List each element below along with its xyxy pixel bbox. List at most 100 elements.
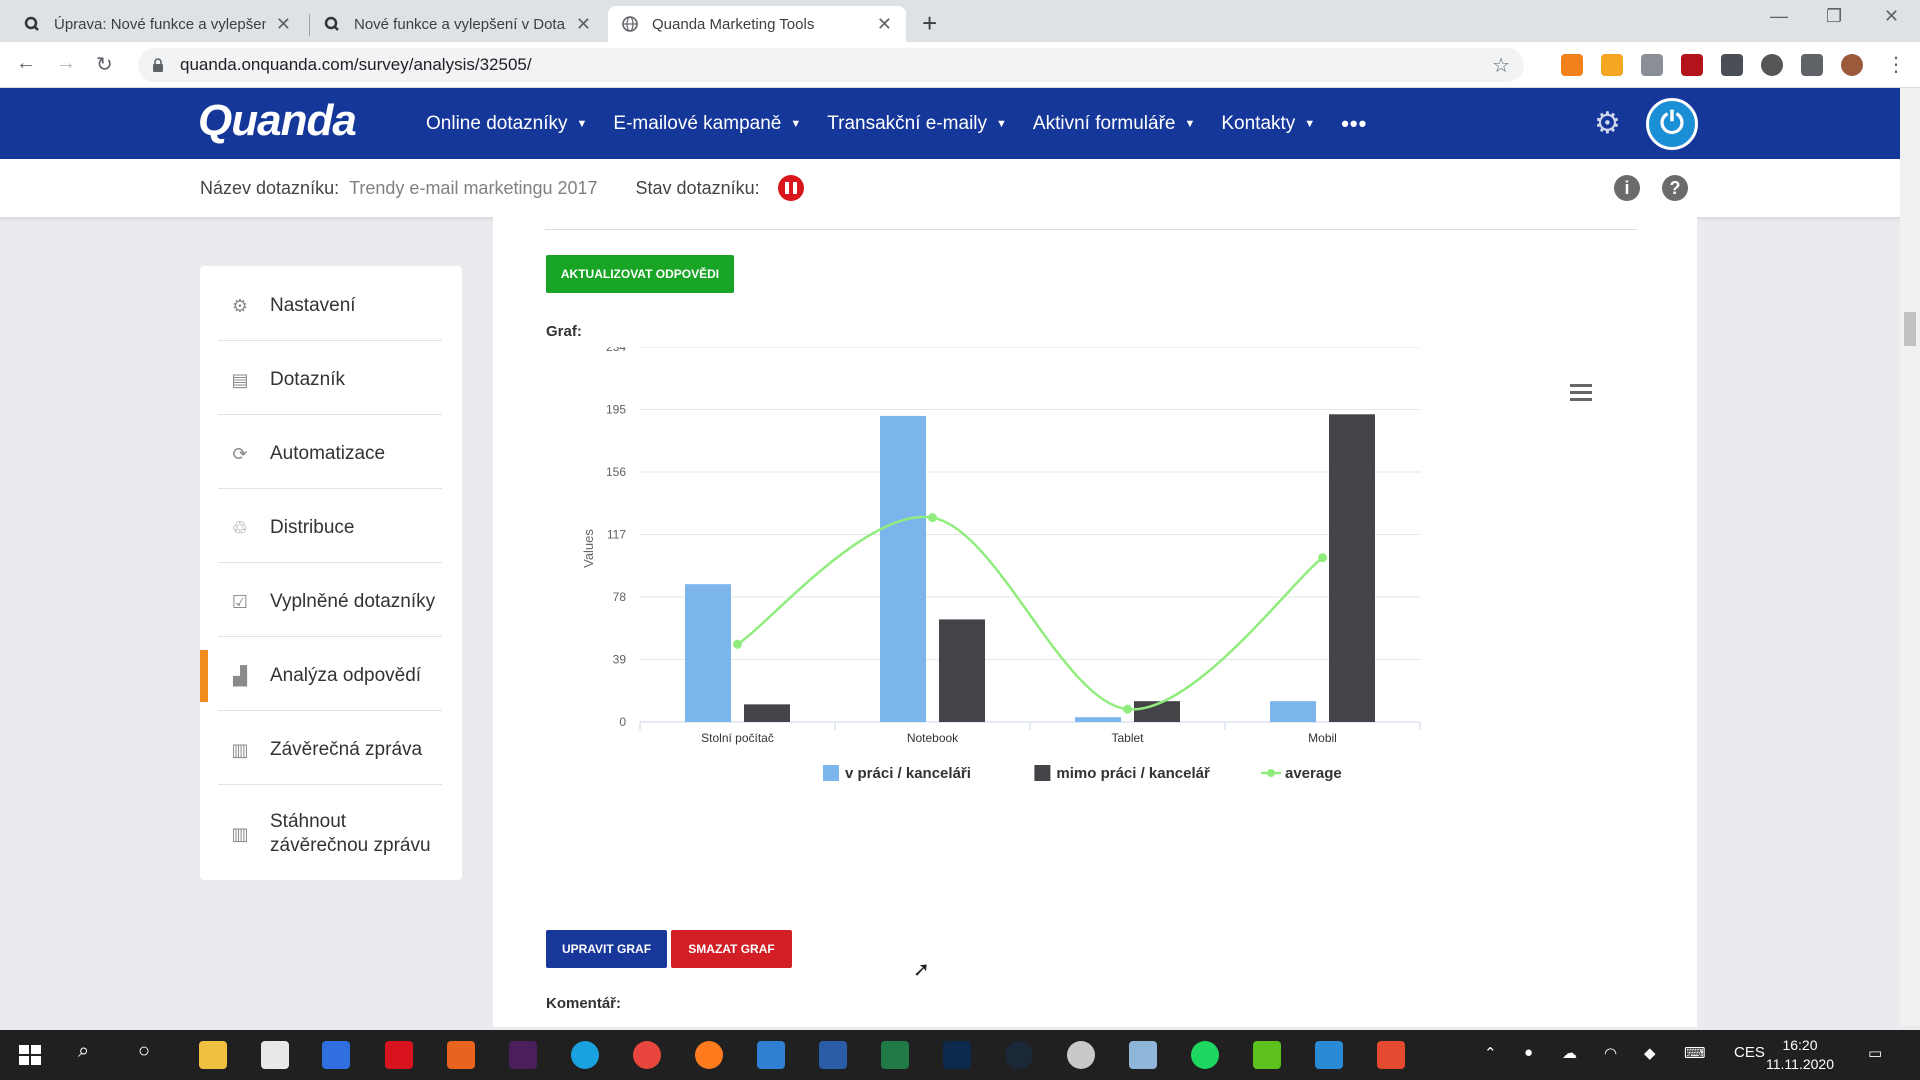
edit-chart-button[interactable]: UPRAVIT GRAF — [546, 930, 667, 968]
extension-camera-icon[interactable] — [1641, 54, 1663, 76]
app-bolt-icon[interactable] — [322, 1041, 350, 1069]
divider — [218, 340, 442, 341]
sidebar-item-zaverecna-zprava[interactable]: ▥ Závěrečná zpráva — [200, 730, 462, 770]
browser-menu-icon[interactable]: ⋮ — [1886, 54, 1906, 76]
caret-down-icon: ▼ — [996, 117, 1007, 130]
extension-pocket-icon[interactable] — [1721, 54, 1743, 76]
analysis-card: AKTUALIZOVAT ODPOVĚDI Graf: 0 39 78 117 156 1… — [493, 217, 1697, 1027]
minimize-icon[interactable]: — — [1770, 6, 1788, 26]
tray-chevron-up-icon[interactable]: ⌃ — [1484, 1045, 1497, 1062]
search-icon[interactable]: ⌕ — [78, 1040, 90, 1062]
restore-icon[interactable]: ❐ — [1826, 6, 1843, 26]
notifications-icon[interactable]: ▭ — [1868, 1045, 1883, 1062]
quanda-logo[interactable]: Quanda — [198, 96, 357, 145]
sidebar-item-dotaznik[interactable]: ▤ Dotazník — [200, 360, 462, 400]
nav-transakcni-emaily[interactable]: Transakční e-maily ▼ — [827, 113, 1007, 135]
extension-circle-icon[interactable] — [1761, 54, 1783, 76]
browser-tab-1[interactable]: Úprava: Nové funkce a vylepšení ✕ — [10, 6, 305, 42]
divider — [218, 710, 442, 711]
firefox-icon[interactable] — [695, 1041, 723, 1069]
extension-analytics-icon[interactable] — [1561, 54, 1583, 76]
store-icon[interactable] — [261, 1041, 289, 1069]
sidebar-item-vyplnene-dotazniky[interactable]: ☑ Vyplněné dotazníky — [200, 582, 462, 622]
legend-swatch — [1267, 769, 1275, 777]
pause-status-icon[interactable] — [777, 175, 804, 201]
extension-pdf-icon[interactable] — [1681, 54, 1703, 76]
rush-icon[interactable] — [509, 1041, 537, 1069]
info-icon[interactable]: i — [1614, 175, 1640, 201]
nav-kontakty[interactable]: Kontakty ▼ — [1221, 113, 1315, 135]
chrome-icon[interactable] — [633, 1041, 661, 1069]
settings-gear-icon[interactable]: ⚙ — [1594, 107, 1621, 140]
sidebar-item-automatizace[interactable]: ⟳ Automatizace — [200, 434, 462, 474]
caret-down-icon: ▼ — [790, 117, 802, 130]
steam-icon[interactable] — [1005, 1041, 1033, 1069]
new-tab-icon[interactable]: + — [922, 8, 938, 38]
browser-tab-2[interactable]: Nové funkce a vylepšení v Dotazn ✕ — [310, 6, 605, 42]
onedrive-icon[interactable]: ☁ — [1562, 1045, 1577, 1062]
spotify-icon[interactable] — [1191, 1041, 1219, 1069]
sidebar-item-nastaveni[interactable]: ⚙ Nastavení — [200, 286, 462, 326]
language-indicator[interactable]: CES — [1734, 1044, 1765, 1061]
browser-tab-title: Quanda Marketing Tools — [652, 15, 815, 33]
window-close-icon[interactable]: ✕ — [1884, 6, 1900, 26]
help-icon[interactable]: ? — [1662, 175, 1688, 201]
thunderbird-icon[interactable] — [757, 1041, 785, 1069]
app-bird-icon[interactable] — [1067, 1041, 1095, 1069]
address-bar[interactable]: quanda.onquanda.com/survey/analysis/3250… — [138, 48, 1524, 82]
more-menu-icon[interactable]: ••• — [1341, 110, 1368, 136]
survey-info-bar: Název dotazníku: Trendy e-mail marketing… — [0, 159, 1920, 217]
file-explorer-icon[interactable] — [199, 1041, 227, 1069]
close-icon[interactable]: ✕ — [275, 13, 291, 34]
app-c-icon[interactable] — [1377, 1041, 1405, 1069]
average-point — [733, 639, 742, 649]
y-tick-label: 117 — [607, 528, 626, 542]
dropbox-icon[interactable]: ◆ — [1644, 1045, 1656, 1062]
word-icon[interactable] — [819, 1041, 847, 1069]
sidebar-item-stahnout-zpravu[interactable]: ▥ Stáhnout závěrečnou zprávu — [200, 804, 462, 864]
nav-aktivni-formulare[interactable]: Aktivní formuláře ▼ — [1033, 113, 1195, 135]
bar — [685, 584, 731, 722]
edge-icon[interactable] — [571, 1041, 599, 1069]
nav-emailove-kampane[interactable]: E-mailové kampaně ▼ — [613, 113, 801, 135]
close-icon[interactable]: ✕ — [575, 13, 591, 34]
sidebar-item-analyza-odpovedi[interactable]: ▟ Analýza odpovědí — [200, 650, 462, 702]
keyboard-icon[interactable]: ⌨ — [1684, 1045, 1706, 1062]
creative-cloud-icon[interactable] — [385, 1041, 413, 1069]
microphone-icon[interactable]: ● — [1524, 1044, 1534, 1061]
browser-tab-3[interactable]: Quanda Marketing Tools ✕ — [608, 6, 906, 42]
camtasia-icon[interactable] — [1253, 1041, 1281, 1069]
y-tick-label: 195 — [606, 403, 626, 417]
task-view-icon[interactable]: ○ — [138, 1040, 151, 1062]
update-answers-button[interactable]: AKTUALIZOVAT ODPOVĚDI — [546, 255, 734, 293]
clock[interactable]: 16:20 11.11.2020 — [1766, 1036, 1834, 1074]
reload-icon[interactable]: ↻ — [96, 54, 113, 76]
app-stripes-icon[interactable] — [447, 1041, 475, 1069]
profile-avatar[interactable] — [1841, 54, 1863, 76]
forward-icon[interactable]: → — [56, 52, 76, 74]
nav-label: Online dotazníky — [426, 112, 568, 134]
vscode-icon[interactable] — [1315, 1041, 1343, 1069]
power-logout-icon[interactable]: ⏻ — [1646, 98, 1698, 150]
nav-online-dotazniky[interactable]: Online dotazníky ▼ — [426, 113, 587, 135]
quanda-favicon-icon — [324, 16, 339, 31]
page-scrollbar[interactable] — [1900, 88, 1920, 1026]
photoshop-icon[interactable] — [943, 1041, 971, 1069]
sidebar-item-distribuce[interactable]: ♲ Distribuce — [200, 508, 462, 548]
extension-rss-icon[interactable] — [1601, 54, 1623, 76]
extensions-puzzle-icon[interactable] — [1801, 54, 1823, 76]
back-icon[interactable]: ← — [16, 52, 36, 74]
scrollbar-thumb[interactable] — [1904, 312, 1916, 346]
download-report-icon: ▥ — [231, 823, 249, 844]
wifi-icon[interactable]: ◠ — [1604, 1045, 1618, 1062]
close-icon[interactable]: ✕ — [876, 13, 892, 34]
chart-menu-icon[interactable] — [1570, 384, 1592, 405]
sidebar-item-label: Automatizace — [270, 443, 386, 464]
excel-icon[interactable] — [881, 1041, 909, 1069]
windows-start-icon[interactable] — [16, 1041, 44, 1069]
bar — [880, 415, 926, 722]
delete-chart-button[interactable]: SMAZAT GRAF — [671, 930, 792, 968]
app-notes-icon[interactable] — [1129, 1041, 1157, 1069]
bookmark-star-icon[interactable]: ☆ — [1492, 55, 1510, 77]
sidebar-item-label: Nastavení — [270, 295, 356, 316]
